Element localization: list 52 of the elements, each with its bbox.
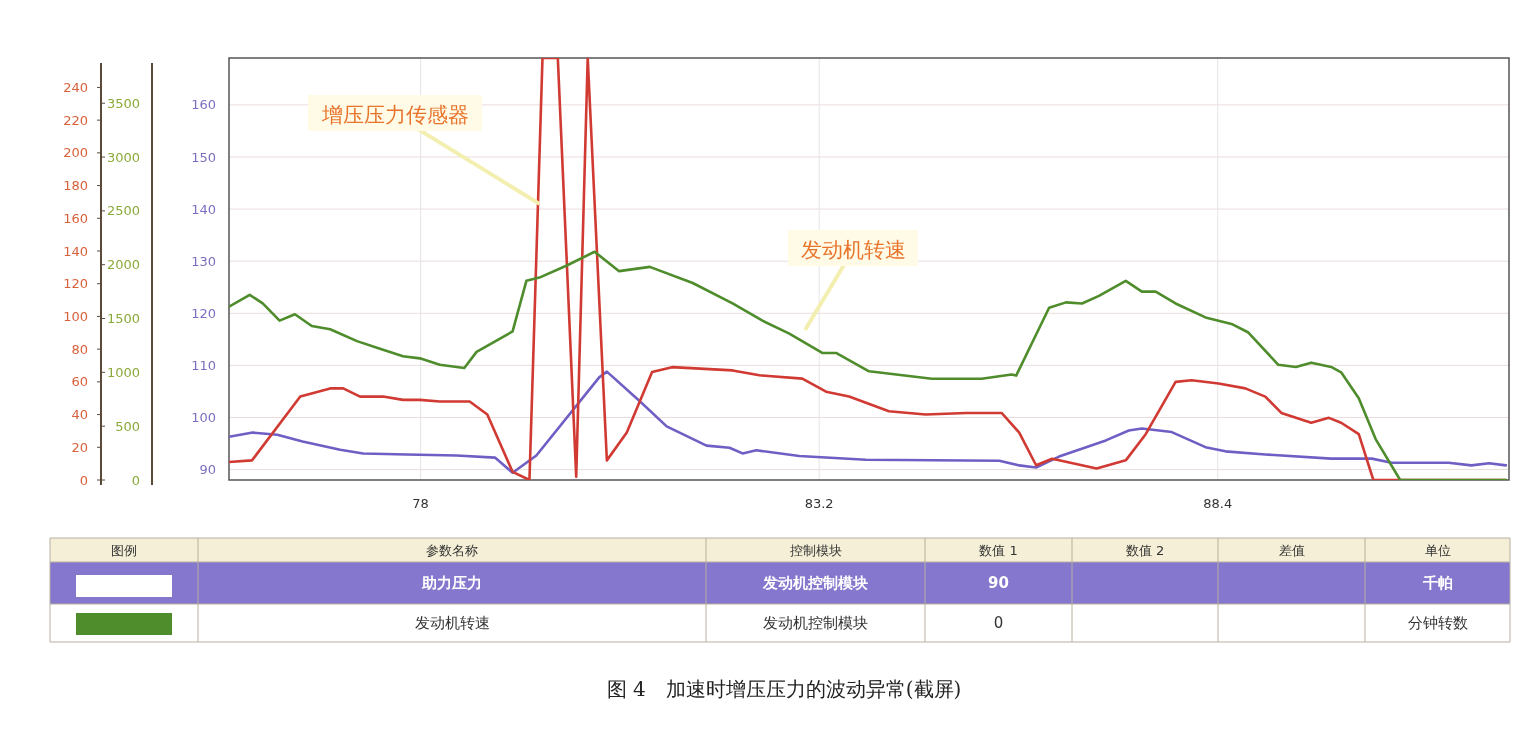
y2-tick-label: 60 [71,374,88,390]
text: 发动机控制模块 [763,614,868,633]
text: 差值 [1278,542,1305,558]
text: 分钟转数 [1407,614,1468,633]
annotation: 增压压力传感器 [320,103,469,128]
y2-tick-label: 20 [71,439,88,455]
y2-tick-label: 240 [63,79,88,95]
text: 图例 [111,542,137,558]
text: 单位 [1424,542,1451,558]
y-tick-label: 110 [191,357,216,373]
y-tick-label: 140 [191,201,216,217]
y-tick-label: 150 [191,149,216,165]
line-series [229,58,1508,480]
y-tick-label: 130 [191,253,216,269]
y2-tick-label: 180 [63,178,88,194]
text: 0 [993,614,1004,633]
x-tick-label: 78 [412,496,429,511]
y-tick-label: 90 [199,462,216,478]
y-tick-label: 100 [191,410,216,426]
x-tick-label: 83.2 [804,496,834,511]
text: 90 [988,574,1009,593]
y3-tick-label: 1000 [106,364,140,380]
y2-tick-label: 0 [79,472,88,488]
y2-tick-label: 80 [71,341,88,357]
text: 图 4 加速时增压压力的波动异常(截屏) [606,677,962,701]
y2-tick-label: 100 [63,308,88,324]
annotation: 发动机转速 [800,238,906,263]
y2-tick-label: 200 [63,145,88,161]
y2-tick-label: 40 [71,407,88,423]
y3-tick-label: 500 [115,418,140,434]
y3-tick-label: 0 [131,472,140,488]
text: 控制模块 [789,542,842,558]
y2-tick-label: 160 [63,210,88,226]
text: 数值 1 [979,542,1018,558]
y3-tick-label: 2000 [106,257,140,273]
text: 发动机转速 [414,614,490,633]
y-tick-label: 120 [191,305,216,321]
text: 数值 2 [1125,542,1165,558]
y3-tick-label: 3000 [106,149,140,165]
text: 参数名称 [426,542,478,558]
y3-tick-label: 3500 [106,95,140,111]
y-tick-label: 160 [191,97,216,113]
y2-tick-label: 120 [63,276,88,292]
text: 发动机控制模块 [762,574,868,593]
y3-tick-label: 2500 [106,203,140,219]
line-series [229,370,1508,475]
y3-tick-label: 1500 [106,311,140,327]
text: 千帕 [1421,574,1453,593]
text: 助力压力 [421,574,482,593]
x-tick-label: 88.4 [1203,496,1233,511]
y2-tick-label: 140 [63,243,88,259]
y2-tick-label: 220 [63,112,88,128]
